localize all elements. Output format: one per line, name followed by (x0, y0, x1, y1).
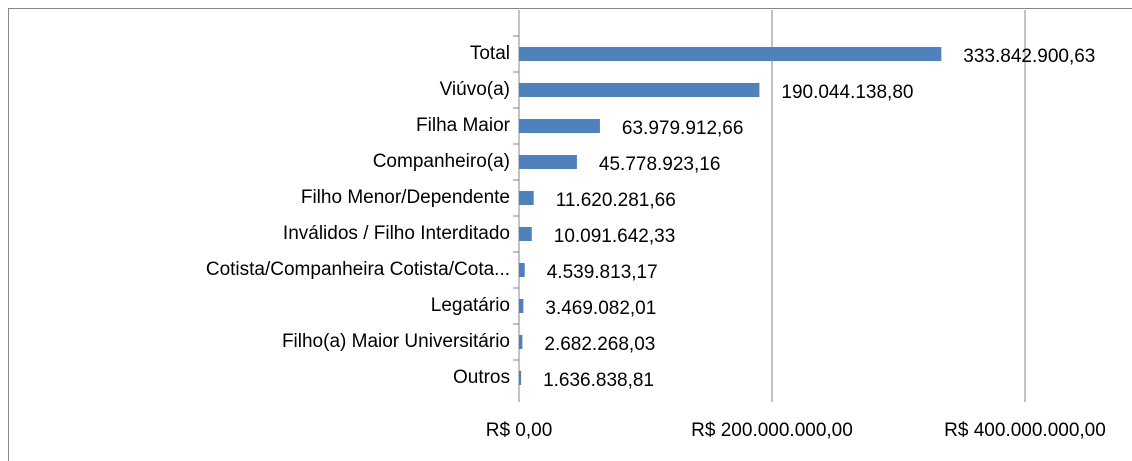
value-label: 45.778.923,16 (599, 154, 721, 175)
bar (519, 155, 577, 169)
value-label: 63.979.912,66 (622, 118, 744, 139)
y-tick-label: Total (470, 43, 510, 64)
value-label: 11.620.281,66 (556, 190, 676, 211)
value-label: 4.539.813,17 (547, 262, 658, 283)
y-tick-label: Outros (453, 367, 510, 388)
y-tick-label: Companheiro(a) (373, 151, 510, 172)
value-label: 190.044.138,80 (781, 82, 913, 103)
bar (519, 83, 760, 97)
y-tick-label: Legatário (431, 295, 510, 316)
x-tick-label: R$ 400.000.000,00 (944, 420, 1106, 441)
value-label: 333.842.900,63 (963, 46, 1095, 67)
bar (519, 263, 525, 277)
value-label: 2.682.268,03 (544, 334, 655, 355)
bar (519, 191, 534, 205)
bar (519, 299, 524, 313)
y-tick-label: Viúvo(a) (440, 79, 510, 100)
y-tick-label: Inválidos / Filho Interditado (283, 223, 510, 244)
value-label: 10.091.642,33 (554, 226, 676, 247)
chart-border (8, 8, 1132, 461)
x-tick-label: R$ 0,00 (486, 420, 553, 441)
bar (519, 335, 523, 349)
value-label: 1.636.838,81 (543, 370, 654, 391)
value-label: 3.469.082,01 (545, 298, 656, 319)
bar (519, 227, 532, 241)
bar (519, 47, 942, 61)
x-tick-label: R$ 200.000.000,00 (691, 420, 853, 441)
y-tick-label: Cotista/Companheira Cotista/Cota... (206, 259, 510, 280)
y-tick-label: Filha Maior (416, 115, 511, 136)
y-tick-label: Filho(a) Maior Universitário (282, 331, 510, 352)
bar (519, 119, 600, 133)
bar (519, 371, 522, 385)
y-tick-label: Filho Menor/Dependente (301, 187, 510, 208)
